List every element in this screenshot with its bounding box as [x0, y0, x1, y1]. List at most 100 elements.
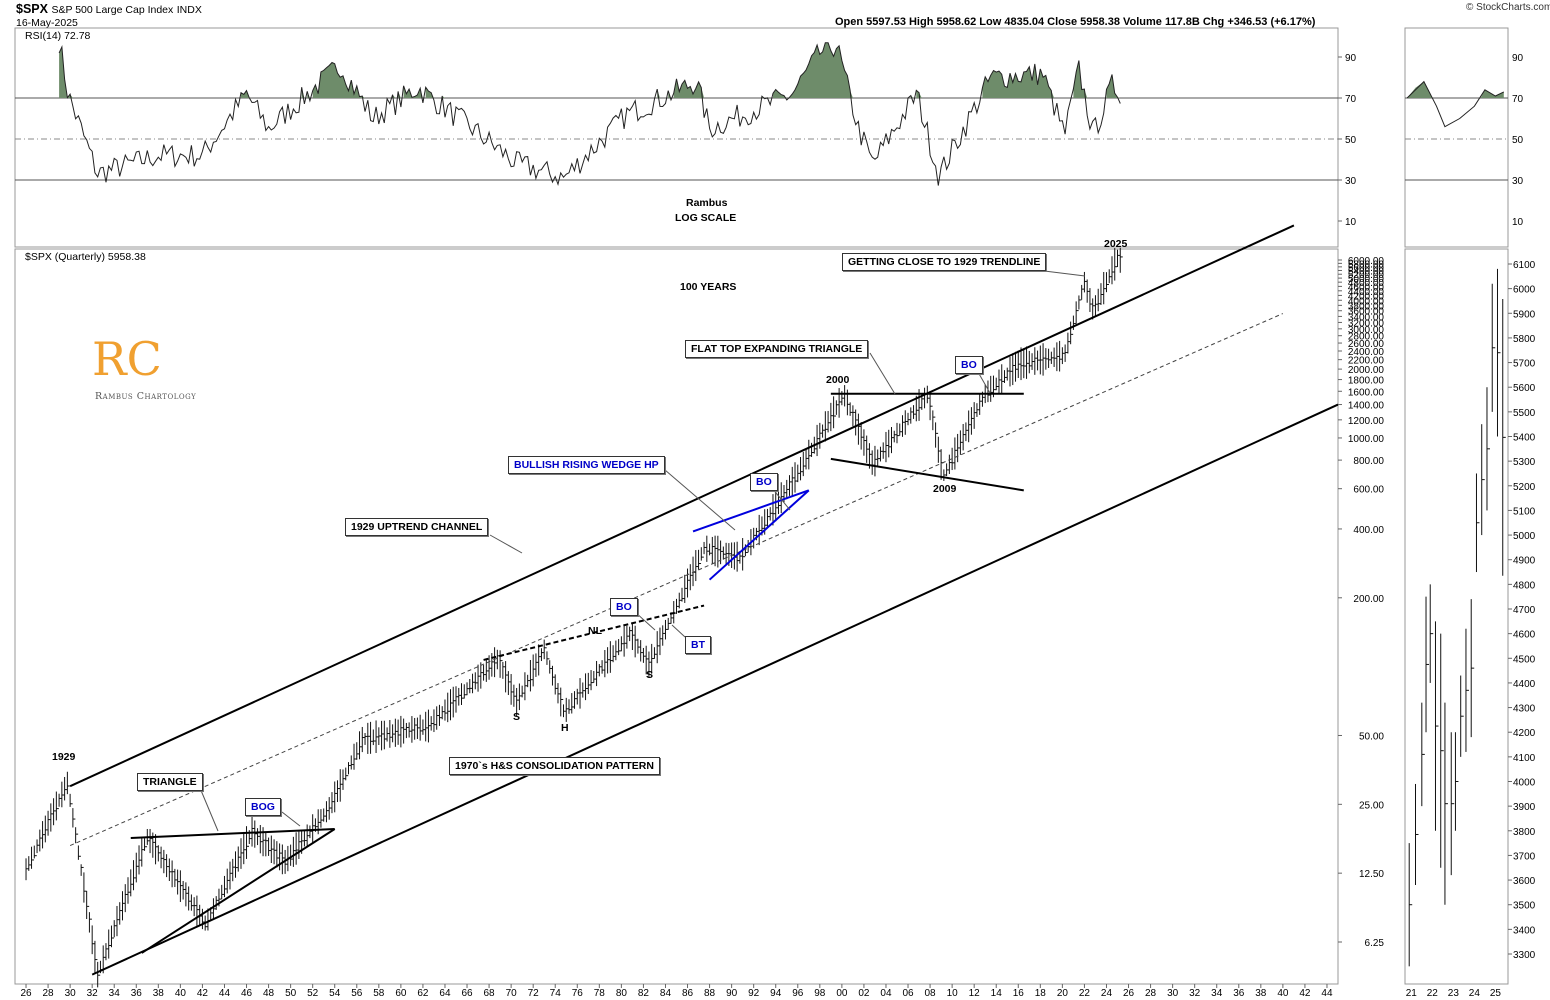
- trendline-1929-uptrend-channel-upper: [69, 224, 1295, 788]
- rsi-tick-label: 10: [1345, 217, 1357, 228]
- trendline-triangle-top: [130, 827, 335, 840]
- price-tick-label: 25.00: [1359, 800, 1384, 811]
- label-nl: NL: [588, 625, 602, 637]
- x-tick-label: 22: [1079, 988, 1091, 999]
- rsi-tick-label: 50: [1345, 135, 1357, 146]
- x-tick-label: 34: [1211, 988, 1223, 999]
- zoom-price-tick-label: 4100: [1513, 753, 1536, 764]
- price-tick-label: 3200.00: [1348, 318, 1385, 329]
- x-tick-label: 12: [969, 988, 981, 999]
- zoom-rsi-tick-label: 90: [1512, 53, 1524, 64]
- zoom-x-tick-label: 25: [1490, 988, 1502, 999]
- price-tick-label: 4800.00: [1348, 278, 1385, 289]
- x-tick-label: 32: [1189, 988, 1201, 999]
- price-tick-label: 2200.00: [1348, 356, 1385, 367]
- x-tick-label: 14: [991, 988, 1003, 999]
- zoom-x-tick-label: 23: [1448, 988, 1460, 999]
- price-tick-label: 5600.00: [1348, 263, 1385, 274]
- x-tick-label: 08: [925, 988, 937, 999]
- price-tick-label: 1000.00: [1348, 434, 1385, 445]
- zoom-price-tick-label: 4200: [1513, 728, 1536, 739]
- rsi-note-title: Rambus: [686, 197, 728, 209]
- x-tick-label: 94: [770, 988, 782, 999]
- label-right-shoulder: S: [646, 669, 654, 681]
- zoom-price-tick-label: 3500: [1513, 901, 1536, 912]
- x-tick-label: 40: [1277, 988, 1289, 999]
- zoom-price-tick-label: 4000: [1513, 778, 1536, 789]
- zoom-price-tick-label: 5100: [1513, 506, 1536, 517]
- label-left-shoulder: S: [513, 711, 521, 723]
- price-tick-label: 600.00: [1353, 485, 1384, 496]
- x-tick-label: 48: [263, 988, 275, 999]
- callout-uptrend-channel: 1929 UPTREND CHANNEL: [345, 518, 489, 536]
- price-tick-label: 800.00: [1353, 456, 1384, 467]
- callout-getting-close: GETTING CLOSE TO 1929 TRENDLINE: [842, 253, 1047, 271]
- x-tick-label: 72: [528, 988, 540, 999]
- zoom-rsi-tick-label: 70: [1512, 94, 1524, 105]
- symbol: $SPX: [16, 2, 48, 16]
- x-tick-label: 30: [65, 988, 77, 999]
- zoom-price-tick-label: 4800: [1513, 580, 1536, 591]
- price-tick-label: 1800.00: [1348, 376, 1385, 387]
- trendline-layer: [69, 224, 1339, 976]
- zoom-price-tick-label: 5300: [1513, 457, 1536, 468]
- x-tick-label: 78: [594, 988, 606, 999]
- zoom-rsi-tick-label: 30: [1512, 176, 1524, 187]
- price-tick-label: 5200.00: [1348, 270, 1385, 281]
- x-tick-label: 60: [395, 988, 407, 999]
- exchange: INDX: [176, 4, 202, 16]
- x-tick-label: 84: [660, 988, 672, 999]
- x-tick-label: 32: [87, 988, 99, 999]
- zoom-price-tick-label: 3300: [1513, 950, 1536, 961]
- price-tick-label: 12.50: [1359, 869, 1384, 880]
- rsi-line: [58, 42, 1121, 187]
- zoom-price-tick-label: 5200: [1513, 482, 1536, 493]
- x-tick-label: 80: [616, 988, 628, 999]
- zoom-price-tick-label: 4900: [1513, 556, 1536, 567]
- label-2025: 2025: [1104, 238, 1128, 250]
- x-tick-label: 90: [726, 988, 738, 999]
- x-tick-label: 04: [880, 988, 892, 999]
- x-tick-label: 40: [175, 988, 187, 999]
- x-tick-label: 86: [682, 988, 694, 999]
- x-tick-label: 92: [748, 988, 760, 999]
- x-tick-label: 16: [1013, 988, 1025, 999]
- zoom-x-tick-label: 21: [1406, 988, 1418, 999]
- zoom-price-tick-label: 5800: [1513, 334, 1536, 345]
- label-2009: 2009: [933, 483, 957, 495]
- x-tick-label: 00: [836, 988, 848, 999]
- x-tick-label: 68: [484, 988, 496, 999]
- x-tick-label: 28: [1145, 988, 1157, 999]
- label-2000: 2000: [826, 374, 850, 386]
- x-tick-label: 66: [461, 988, 473, 999]
- price-tick-label: 4400.00: [1348, 287, 1385, 298]
- zoom-price-tick-label: 3700: [1513, 851, 1536, 862]
- x-tick-label: 30: [1167, 988, 1179, 999]
- x-tick-label: 34: [109, 988, 121, 999]
- zoom-price-tick-label: 3900: [1513, 802, 1536, 813]
- x-tick-label: 70: [506, 988, 518, 999]
- label-1929: 1929: [52, 751, 76, 763]
- callout-bo-1995: BO: [750, 473, 778, 491]
- price-tick-label: 50.00: [1359, 731, 1384, 742]
- x-tick-label: 74: [550, 988, 562, 999]
- callout-bullish-wedge: BULLISH RISING WEDGE HP: [508, 456, 665, 474]
- zoom-price-tick-label: 4500: [1513, 654, 1536, 665]
- zoom-rsi-fill: [1407, 81, 1433, 98]
- price-legend: $SPX (Quarterly) 5958.38: [25, 251, 146, 263]
- callout-hs-pattern: 1970`s H&S CONSOLIDATION PATTERN: [449, 757, 660, 775]
- price-tick-label: 6.25: [1365, 938, 1385, 949]
- rsi-overbought-fill: [59, 42, 1121, 98]
- rsi-panel-frame: [14, 27, 1339, 248]
- price-tick-label: 3600.00: [1348, 307, 1385, 318]
- zoom-x-tick-label: 24: [1469, 988, 1481, 999]
- x-tick-label: 28: [43, 988, 55, 999]
- zoom-price-tick-label: 5000: [1513, 531, 1536, 542]
- zoom-price-tick-label: 5400: [1513, 433, 1536, 444]
- zoom-price-tick-label: 4300: [1513, 704, 1536, 715]
- trendline-expanding-bottom: [830, 457, 1024, 492]
- x-tick-label: 26: [20, 988, 32, 999]
- x-tick-label: 76: [572, 988, 584, 999]
- rsi-layer: [15, 42, 1338, 187]
- x-tick-label: 26: [1123, 988, 1135, 999]
